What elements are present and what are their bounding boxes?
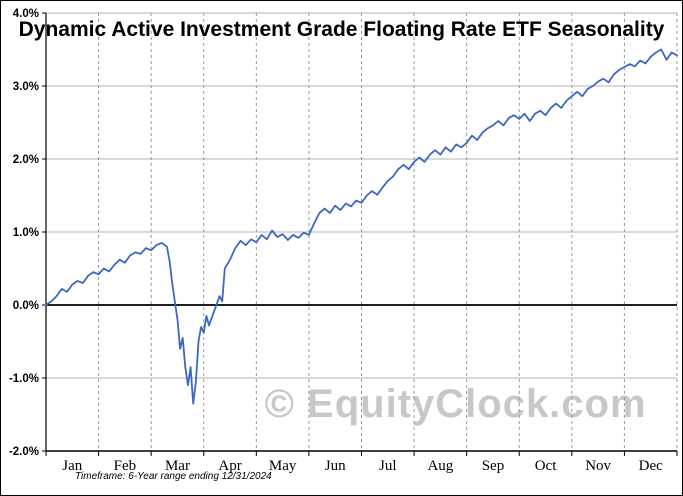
- x-axis-month-label: Oct: [535, 458, 557, 474]
- y-axis-label: -2.0%: [9, 446, 39, 458]
- x-axis-month-label: Nov: [585, 458, 611, 474]
- y-axis-label: 1.0%: [13, 227, 39, 239]
- x-axis-month-label: May: [269, 458, 297, 474]
- y-axis-label: 3.0%: [13, 81, 39, 93]
- timeframe-footnote: Timeframe: 6-Year range ending 12/31/202…: [75, 471, 272, 482]
- x-axis-month-label: Jun: [325, 458, 346, 474]
- x-axis-month-label: Sep: [482, 458, 505, 474]
- x-axis-month-label: Mar: [165, 458, 190, 474]
- x-axis-month-label: Aug: [427, 458, 453, 474]
- x-axis-month-label: Jan: [62, 458, 82, 474]
- y-axis-label: 2.0%: [13, 154, 39, 166]
- page-title: Dynamic Active Investment Grade Floating…: [18, 18, 665, 41]
- y-axis-label: -1.0%: [9, 373, 39, 385]
- y-axis-label: 4.0%: [13, 8, 39, 20]
- seasonality-line: [45, 48, 678, 405]
- x-axis-month-label: Feb: [114, 458, 137, 474]
- x-axis-month-label: Apr: [218, 458, 241, 474]
- x-axis-month-label: Jul: [379, 458, 397, 474]
- equityclock-watermark: © EquityClock.com: [264, 382, 647, 426]
- x-axis-month-label: Dec: [639, 458, 663, 474]
- y-axis-label: 0.0%: [13, 300, 39, 312]
